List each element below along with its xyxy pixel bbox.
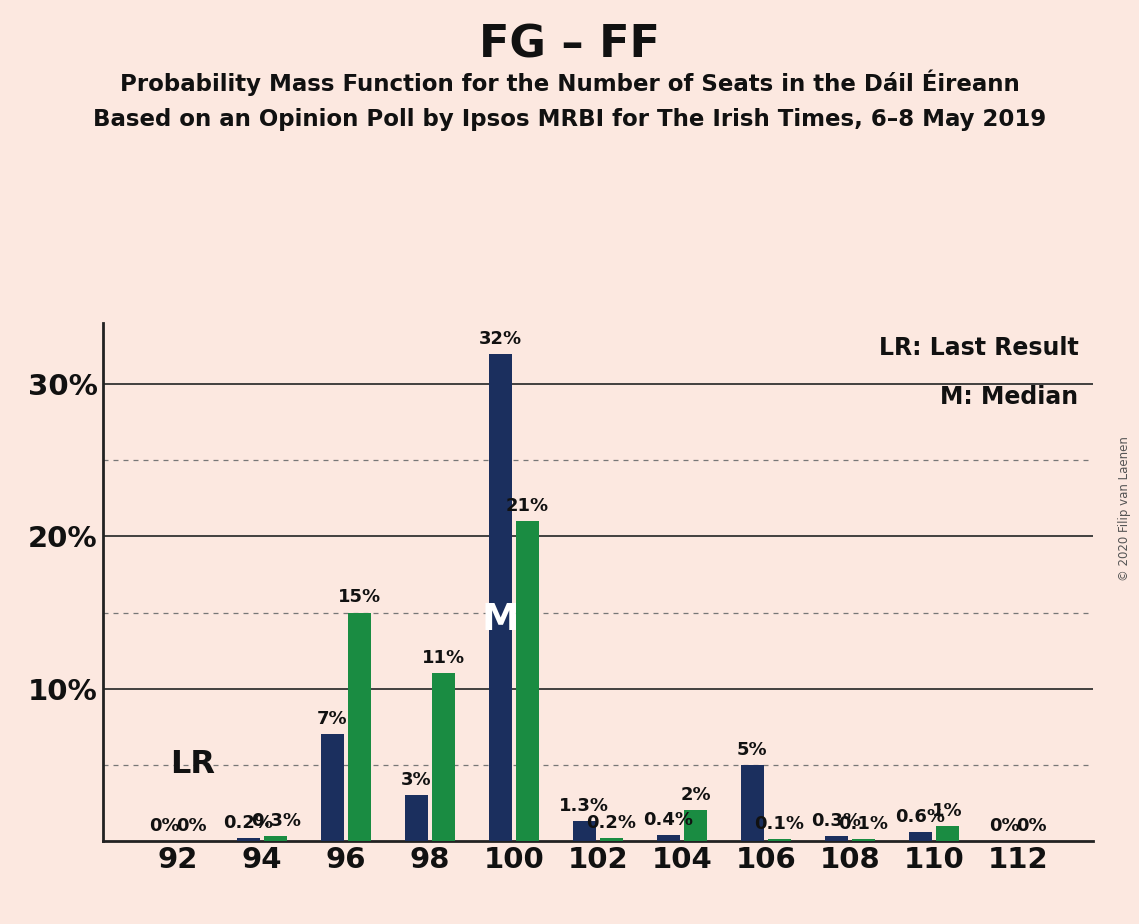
Text: M: Median: M: Median: [941, 385, 1079, 409]
Text: LR: Last Result: LR: Last Result: [879, 336, 1079, 360]
Text: 0%: 0%: [149, 817, 180, 834]
Bar: [573, 821, 596, 841]
Bar: [852, 839, 875, 841]
Text: 0%: 0%: [177, 817, 207, 834]
Text: 0%: 0%: [989, 817, 1019, 834]
Bar: [909, 832, 932, 841]
Bar: [768, 839, 792, 841]
Text: 15%: 15%: [338, 589, 382, 606]
Text: M: M: [482, 602, 519, 638]
Text: FG – FF: FG – FF: [480, 23, 659, 67]
Bar: [516, 521, 539, 841]
Bar: [264, 836, 287, 841]
Bar: [237, 838, 260, 841]
Text: 0.1%: 0.1%: [754, 815, 804, 833]
Bar: [740, 765, 764, 841]
Bar: [489, 354, 511, 841]
Text: 1.3%: 1.3%: [559, 797, 609, 815]
Text: 7%: 7%: [317, 711, 347, 728]
Text: 2%: 2%: [680, 786, 711, 804]
Text: 5%: 5%: [737, 741, 768, 759]
Text: 0.2%: 0.2%: [587, 814, 637, 832]
Text: 0.1%: 0.1%: [838, 815, 888, 833]
Text: 21%: 21%: [506, 497, 549, 516]
Text: © 2020 Filip van Laenen: © 2020 Filip van Laenen: [1118, 436, 1131, 580]
Text: 0.2%: 0.2%: [223, 814, 273, 832]
Text: Based on an Opinion Poll by Ipsos MRBI for The Irish Times, 6–8 May 2019: Based on an Opinion Poll by Ipsos MRBI f…: [93, 108, 1046, 131]
Text: 3%: 3%: [401, 772, 432, 789]
Text: Probability Mass Function for the Number of Seats in the Dáil Éireann: Probability Mass Function for the Number…: [120, 69, 1019, 96]
Text: 0.3%: 0.3%: [251, 812, 301, 830]
Bar: [349, 613, 371, 841]
Bar: [936, 826, 959, 841]
Text: 0%: 0%: [1016, 817, 1047, 834]
Text: 1%: 1%: [932, 801, 962, 820]
Text: 0.3%: 0.3%: [811, 812, 861, 830]
Bar: [404, 796, 428, 841]
Text: LR: LR: [170, 749, 214, 780]
Text: 32%: 32%: [478, 330, 522, 347]
Bar: [685, 810, 707, 841]
Text: 11%: 11%: [423, 650, 465, 667]
Bar: [657, 834, 680, 841]
Bar: [825, 836, 847, 841]
Bar: [600, 838, 623, 841]
Text: 0.4%: 0.4%: [644, 810, 694, 829]
Text: 0.6%: 0.6%: [895, 808, 945, 826]
Bar: [432, 674, 456, 841]
Bar: [321, 735, 344, 841]
